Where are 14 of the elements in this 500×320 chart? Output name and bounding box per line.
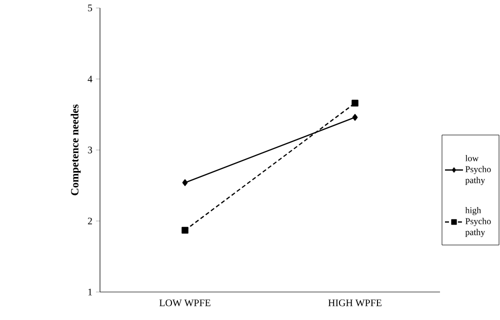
y-tick-label: 4 (88, 76, 92, 82)
y-tick-label: 1 (88, 288, 92, 296)
point (352, 114, 358, 121)
y-axis-title: Competence needes (70, 104, 81, 196)
point (182, 226, 188, 234)
point (352, 100, 358, 107)
legend-label: low Psycho pathy (465, 154, 491, 186)
legend-label: high Psycho pathy (465, 206, 491, 238)
y-tick-label: 5 (88, 4, 92, 12)
y-tick-label: 2 (88, 218, 92, 224)
y-tick-label: 3 (88, 146, 92, 154)
x-tick-label: HIGH WPFE (328, 300, 382, 306)
point (182, 179, 188, 186)
x-tick-label: LOW WPFE (159, 300, 210, 306)
